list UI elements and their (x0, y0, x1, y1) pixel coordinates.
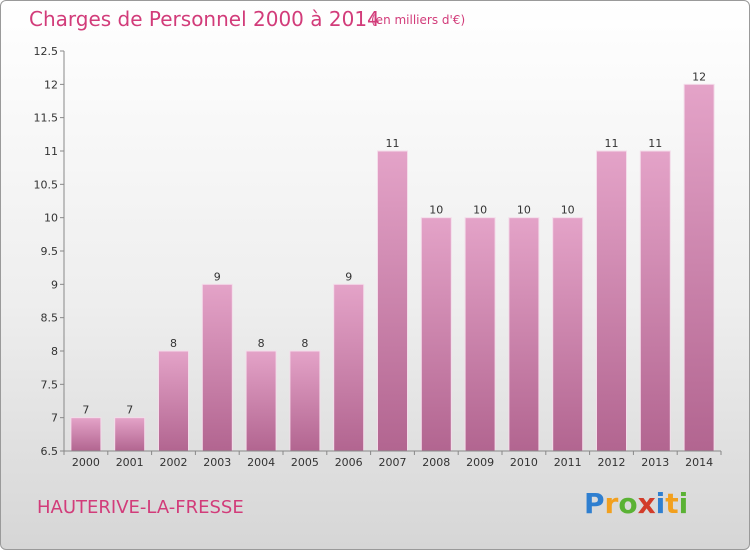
data-label-2013: 11 (648, 137, 662, 150)
x-tick-label-2011: 2011 (554, 456, 582, 469)
x-tick-label-2007: 2007 (379, 456, 407, 469)
chart-subtitle: (en milliers d'€) (371, 13, 466, 27)
x-tick-label-2009: 2009 (466, 456, 494, 469)
data-label-2011: 10 (561, 204, 575, 217)
x-tick-label-2004: 2004 (247, 456, 275, 469)
x-tick-label-2000: 2000 (72, 456, 100, 469)
bar-2004 (245, 350, 277, 452)
x-tick-label-2008: 2008 (422, 456, 450, 469)
x-tick-label-2006: 2006 (335, 456, 363, 469)
data-label-2003: 9 (214, 270, 221, 283)
y-tick-label: 12.5 (34, 45, 59, 58)
bars: 7 7 8 9 8 8 9 11 10 10 10 10 11 11 12 (70, 70, 715, 452)
bar-2000 (70, 417, 102, 452)
bar-2010 (508, 217, 540, 452)
logo-letter: t (665, 487, 679, 520)
x-tick-label-2013: 2013 (641, 456, 669, 469)
data-label-2000: 7 (82, 404, 89, 417)
logo-letter: i (655, 487, 666, 520)
bar-2003 (201, 283, 233, 452)
data-label-2012: 11 (605, 137, 619, 150)
data-label-2006: 9 (345, 270, 352, 283)
bar-2013 (639, 150, 671, 452)
proxiti-logo: Proxiti (584, 487, 688, 520)
bar-2008 (420, 217, 452, 452)
data-label-2004: 8 (258, 337, 265, 350)
bar-2005 (289, 350, 321, 452)
logo-letter: r (604, 487, 619, 520)
data-label-2007: 11 (386, 137, 400, 150)
x-tick-label-2003: 2003 (203, 456, 231, 469)
data-label-2002: 8 (170, 337, 177, 350)
x-tick-label-2001: 2001 (116, 456, 144, 469)
x-axis: 2000 2001 2002 2003 2004 2005 2006 2007 2008 2009… (63, 450, 722, 469)
data-label-2005: 8 (301, 337, 308, 350)
y-tick-label: 10 (44, 212, 58, 225)
y-tick-label: 6.5 (41, 445, 59, 458)
chart-title: Charges de Personnel 2000 à 2014 (29, 7, 380, 31)
y-tick-label: 9 (51, 278, 58, 291)
bar-2014 (683, 83, 715, 452)
logo-letter: o (618, 487, 638, 520)
y-tick-label: 9.5 (41, 245, 59, 258)
y-tick-label: 8 (51, 345, 58, 358)
logo-letter: x (637, 487, 656, 520)
y-tick-label: 11.5 (34, 112, 59, 125)
data-label-2001: 7 (126, 404, 133, 417)
y-tick-label: 8.5 (41, 312, 59, 325)
y-tick-label: 7.5 (41, 378, 59, 391)
y-tick-label: 7 (51, 412, 58, 425)
bar-2012 (596, 150, 627, 452)
logo-letter: P (584, 487, 605, 520)
x-tick-label-2014: 2014 (685, 456, 713, 469)
bar-2001 (114, 417, 146, 452)
y-tick-label: 10.5 (34, 178, 59, 191)
bar-2011 (552, 217, 584, 452)
bar-2007 (377, 150, 408, 452)
x-tick-label-2012: 2012 (598, 456, 626, 469)
commune-name: HAUTERIVE-LA-FRESSE (37, 497, 244, 518)
logo-letter: i (678, 487, 689, 520)
bar-2002 (158, 350, 189, 452)
data-label-2009: 10 (473, 204, 487, 217)
bar-2009 (464, 217, 496, 452)
y-axis: 6.5 7 7.5 8 8.5 9 9.5 10 10.5 11 11.5 12 12.5 (34, 45, 65, 458)
x-tick-label-2010: 2010 (510, 456, 538, 469)
x-tick-label-2002: 2002 (160, 456, 188, 469)
data-label-2014: 12 (692, 70, 706, 83)
y-tick-label: 12 (44, 78, 58, 91)
data-label-2008: 10 (429, 204, 443, 217)
x-tick-label-2005: 2005 (291, 456, 319, 469)
y-tick-label: 11 (44, 145, 58, 158)
bar-2006 (333, 283, 365, 452)
data-label-2010: 10 (517, 204, 531, 217)
